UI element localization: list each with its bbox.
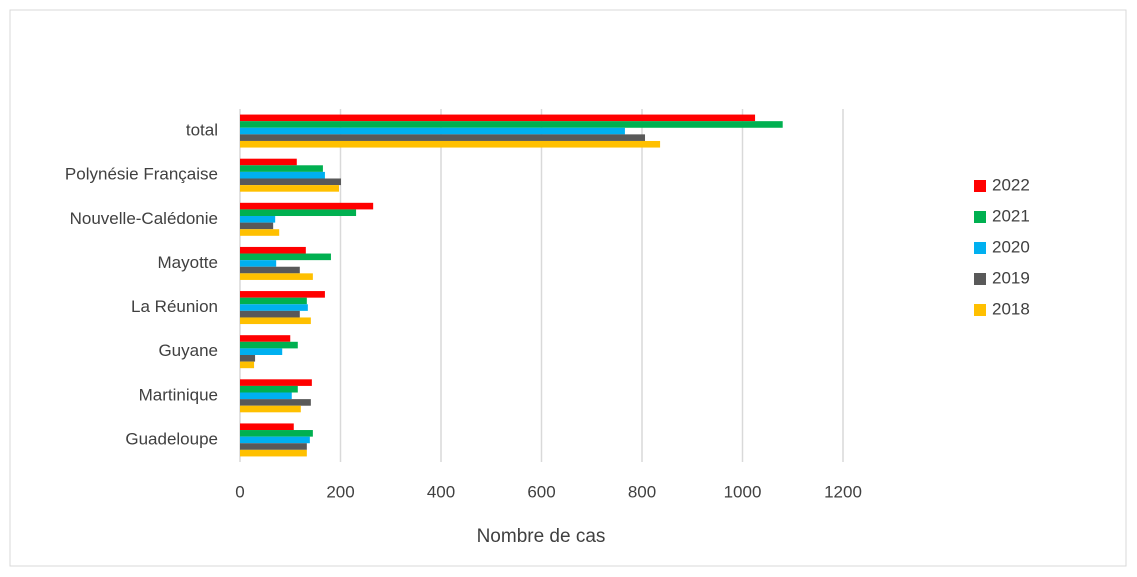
legend-swatch [974,242,986,254]
bar [240,443,307,450]
bar [240,209,357,217]
legend-label: 2021 [992,206,1030,225]
bar [240,361,255,369]
bar [240,392,292,400]
bar [240,140,661,148]
bar [240,127,625,135]
y-tick-label: Nouvelle-Calédonie [70,209,218,228]
bar [240,385,298,393]
bar [240,266,300,274]
y-tick-label: Guyane [158,341,218,360]
legend-label: 2018 [992,299,1030,318]
bar [240,121,783,128]
bar [240,291,325,298]
x-axis-title: Nombre de cas [477,526,606,547]
bar [240,310,300,318]
bar [240,354,256,362]
bar [240,202,374,210]
bar [240,253,331,261]
legend-swatch [974,180,986,192]
bar [240,348,283,355]
y-tick-label: Mayotte [158,253,218,272]
bar [240,165,323,172]
x-tick-label: 600 [527,482,555,501]
bar [240,304,308,311]
bar [240,216,276,223]
bar [240,341,298,349]
legend-label: 2020 [992,237,1030,256]
bar [240,229,280,236]
chart-border [9,9,1127,567]
bar [240,399,311,406]
bar [240,246,306,254]
bar [240,297,307,305]
bar [240,158,297,166]
legend-swatch [974,273,986,285]
bar [240,379,312,386]
y-tick-label: Martinique [139,385,218,404]
bar [240,134,646,141]
bar [240,335,291,342]
bar [240,260,277,267]
legend-label: 2022 [992,175,1030,194]
bar [240,430,313,437]
bar [240,114,756,122]
bar [240,222,274,230]
x-tick-label: 1200 [824,482,862,501]
x-tick-label: 400 [427,482,455,501]
bar [240,436,310,444]
legend-swatch [974,211,986,223]
bar [240,171,325,179]
x-tick-label: 0 [235,482,244,501]
bar [240,423,294,431]
x-tick-label: 200 [326,482,354,501]
y-tick-label: Polynésie Française [65,165,218,184]
bar [240,273,313,280]
bar [240,317,311,325]
bar [240,178,342,186]
bar [240,449,307,457]
bar [240,405,301,413]
x-tick-label: 800 [628,482,656,501]
y-tick-label: La Réunion [131,297,218,316]
x-tick-label: 1000 [724,482,762,501]
legend-label: 2019 [992,268,1030,287]
y-tick-label: Guadeloupe [125,429,218,448]
legend-swatch [974,304,986,316]
bar [240,185,339,192]
y-tick-label: total [186,121,218,140]
